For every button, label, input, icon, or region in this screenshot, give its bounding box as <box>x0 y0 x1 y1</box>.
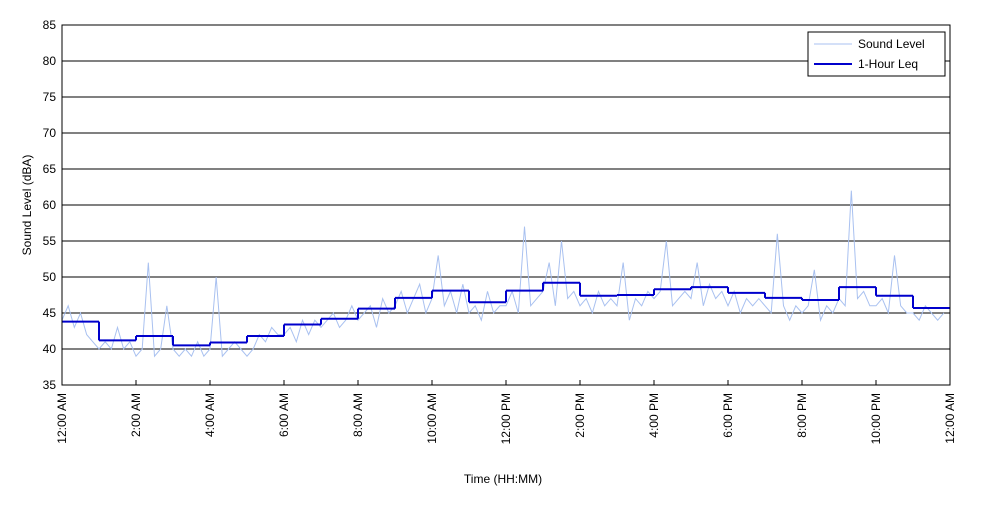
y-tick-label: 45 <box>43 306 57 320</box>
x-tick-label: 2:00 PM <box>573 393 587 438</box>
y-axis-label: Sound Level (dBA) <box>20 155 34 256</box>
y-tick-label: 55 <box>43 234 57 248</box>
x-tick-label: 12:00 AM <box>943 393 957 444</box>
x-tick-label: 2:00 AM <box>129 393 143 437</box>
x-tick-label: 8:00 PM <box>795 393 809 438</box>
x-tick-label: 6:00 PM <box>721 393 735 438</box>
x-tick-label: 4:00 AM <box>203 393 217 437</box>
y-tick-label: 80 <box>43 54 57 68</box>
x-tick-label: 10:00 AM <box>425 393 439 444</box>
x-tick-label: 12:00 PM <box>499 393 513 444</box>
y-tick-label: 70 <box>43 126 57 140</box>
legend-box <box>807 31 946 77</box>
y-tick-label: 75 <box>43 90 57 104</box>
y-tick-label: 35 <box>43 378 57 392</box>
legend-label: 1-Hour Leq <box>858 57 918 71</box>
x-tick-label: 12:00 AM <box>55 393 69 444</box>
x-axis-label: Time (HH:MM) <box>464 472 542 486</box>
y-tick-label: 60 <box>43 198 57 212</box>
plot-frame <box>61 24 951 386</box>
x-tick-label: 8:00 AM <box>351 393 365 437</box>
y-tick-label: 50 <box>43 270 57 284</box>
x-tick-label: 4:00 PM <box>647 393 661 438</box>
y-tick-label: 85 <box>43 18 57 32</box>
x-tick-label: 10:00 PM <box>869 393 883 444</box>
x-tick-label: 6:00 AM <box>277 393 291 437</box>
y-tick-label: 40 <box>43 342 57 356</box>
y-tick-label: 65 <box>43 162 57 176</box>
legend-label: Sound Level <box>858 37 925 51</box>
sound-level-line <box>61 190 945 358</box>
